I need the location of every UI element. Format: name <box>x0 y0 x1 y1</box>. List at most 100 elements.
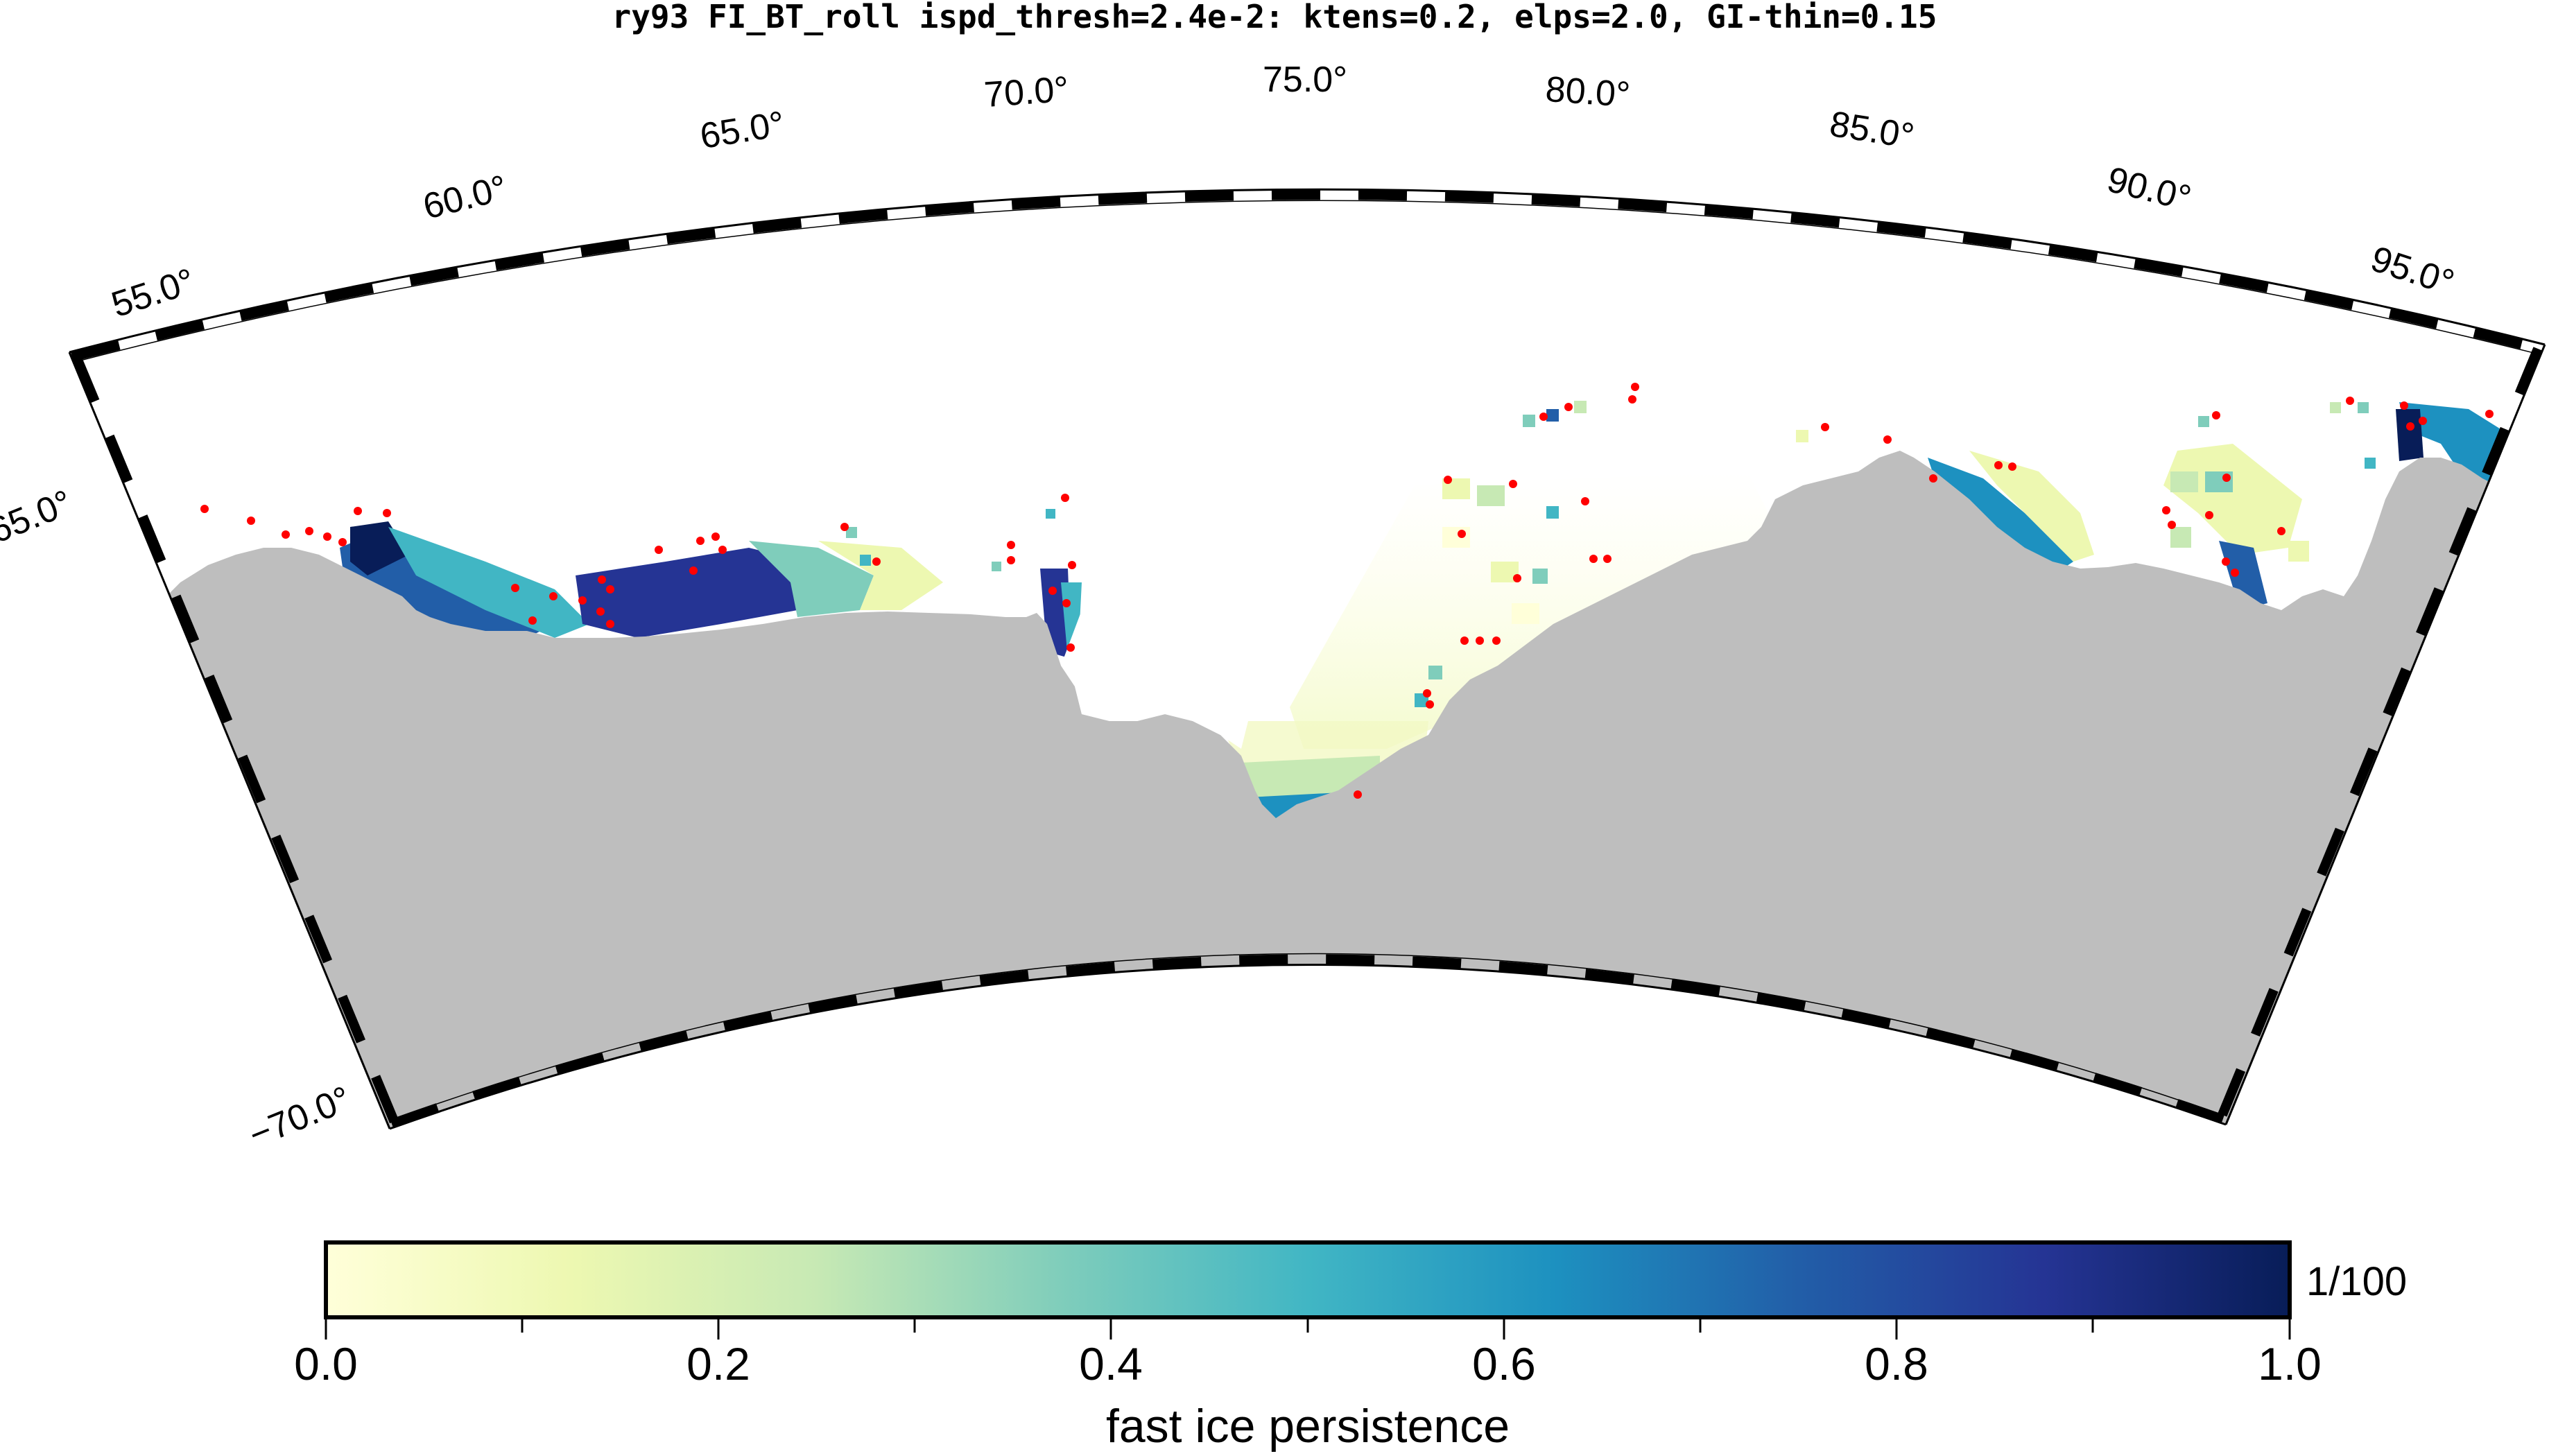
colorbar-unit: 1/100 <box>2306 1259 2407 1304</box>
station-marker <box>598 575 606 584</box>
lon-label-95: 95.0° <box>2366 239 2459 303</box>
station-marker <box>2222 557 2230 566</box>
station-marker <box>1492 636 1501 645</box>
station-marker <box>840 523 849 531</box>
station-marker <box>711 532 720 541</box>
station-marker <box>596 607 605 616</box>
fast-ice-patch-central-west <box>576 548 804 638</box>
colorbar-gradient <box>324 1240 2292 1319</box>
frame-left-edge-dashes <box>71 354 401 1129</box>
station-marker <box>1539 413 1548 421</box>
station-marker <box>1564 403 1573 411</box>
station-marker <box>1603 555 1612 563</box>
lon-label-65: 65.0° <box>698 104 788 157</box>
station-marker <box>1883 435 1892 444</box>
station-marker <box>383 509 391 517</box>
station-marker <box>578 596 587 605</box>
station-marker <box>1581 497 1589 505</box>
fast-ice-patch-central-west-fringe <box>749 541 874 617</box>
station-marker <box>2419 417 2427 425</box>
station-marker <box>2222 474 2231 482</box>
station-marker <box>2277 527 2286 535</box>
station-marker <box>1426 700 1434 709</box>
station-marker <box>696 537 705 545</box>
colorbar-tick-3: 0.6 <box>1472 1338 1536 1389</box>
station-marker <box>2168 521 2176 529</box>
colorbar-minor-ticks <box>521 1317 2094 1333</box>
station-marker <box>1513 574 1521 582</box>
lat-label-70: −70.0° <box>243 1079 356 1156</box>
colorbar-tick-5: 1.0 <box>2258 1338 2322 1389</box>
station-marker <box>718 546 727 554</box>
frame-right-edge-dashes <box>2214 347 2543 1125</box>
colorbar-tick-1: 0.2 <box>686 1338 750 1389</box>
lon-label-60: 60.0° <box>420 168 511 227</box>
station-marker <box>2205 511 2213 519</box>
station-marker <box>2406 422 2414 431</box>
station-marker <box>2400 401 2408 410</box>
colorbar-major-ticks <box>325 1317 2291 1340</box>
colorbar-tick-2: 0.4 <box>1079 1338 1143 1389</box>
station-marker <box>655 546 663 554</box>
colorbar: 0.0 0.2 0.4 0.6 0.8 1.0 1/100 fast ice p… <box>294 1240 2407 1453</box>
station-marker <box>1062 599 1071 607</box>
fast-ice-patch-central-west-outer <box>818 541 943 610</box>
station-marker <box>1509 480 1517 488</box>
station-marker <box>282 530 290 539</box>
station-marker <box>689 566 698 575</box>
map-panel: 55.0° 60.0° 65.0° 70.0° 75.0° 80.0° 85.0… <box>0 60 2546 1156</box>
station-marker <box>338 538 347 546</box>
station-marker <box>1589 555 1598 563</box>
station-marker <box>1631 383 1639 391</box>
station-marker <box>323 532 331 541</box>
lon-label-90: 90.0° <box>2103 159 2195 219</box>
frame-bottom-arc-dashes <box>390 954 2226 1129</box>
frame-left-edge <box>68 352 391 1129</box>
station-marker <box>1066 643 1075 652</box>
station-marker <box>2212 411 2220 419</box>
station-marker <box>354 507 362 515</box>
lon-label-75: 75.0° <box>1263 60 1347 100</box>
fast-ice-patch-east-embayment-core <box>2219 541 2267 610</box>
fast-ice-patch-east-coast <box>1928 458 2073 575</box>
lon-label-70: 70.0° <box>983 69 1070 115</box>
fast-ice-patch-far-east-core <box>2396 409 2423 461</box>
fast-ice-patch-west-fringe <box>388 527 589 638</box>
station-marker <box>528 616 537 625</box>
station-marker <box>1458 530 1466 538</box>
station-marker <box>1444 476 1452 484</box>
station-markers <box>200 383 2494 799</box>
station-marker <box>1628 395 1636 404</box>
figure-title: ry93 FI_BT_roll ispd_thresh=2.4e-2: kten… <box>612 0 1937 35</box>
frame-top-arc-dashes <box>71 190 2543 362</box>
fast-ice-patch-east-coast-fringe <box>1969 451 2094 562</box>
station-marker <box>1821 423 1829 431</box>
station-marker <box>1994 461 2003 469</box>
frame-top-arc-inner <box>74 200 2540 363</box>
station-marker <box>2008 462 2016 471</box>
station-marker <box>511 584 519 592</box>
station-marker <box>1007 541 1015 549</box>
lon-label-85: 85.0° <box>1827 104 1917 157</box>
station-marker <box>2162 506 2170 514</box>
colorbar-tick-0: 0.0 <box>294 1338 358 1389</box>
station-marker <box>305 527 313 535</box>
station-marker <box>2346 397 2354 405</box>
map-frame <box>68 188 2546 1130</box>
station-marker <box>606 585 614 593</box>
station-marker <box>1007 556 1015 564</box>
station-marker <box>200 505 209 513</box>
station-marker <box>1048 587 1057 595</box>
station-marker <box>549 592 558 600</box>
station-marker <box>1929 474 1937 483</box>
station-marker <box>1423 689 1431 697</box>
station-marker <box>1460 636 1469 645</box>
station-marker <box>2485 410 2494 418</box>
frame-right-edge <box>2224 344 2546 1125</box>
station-marker <box>247 517 255 525</box>
amery-ice-shelf-gap <box>1061 610 1248 749</box>
station-marker <box>1354 790 1362 799</box>
colorbar-label: fast ice persistence <box>1106 1400 1510 1453</box>
frame-top-arc <box>69 188 2546 354</box>
